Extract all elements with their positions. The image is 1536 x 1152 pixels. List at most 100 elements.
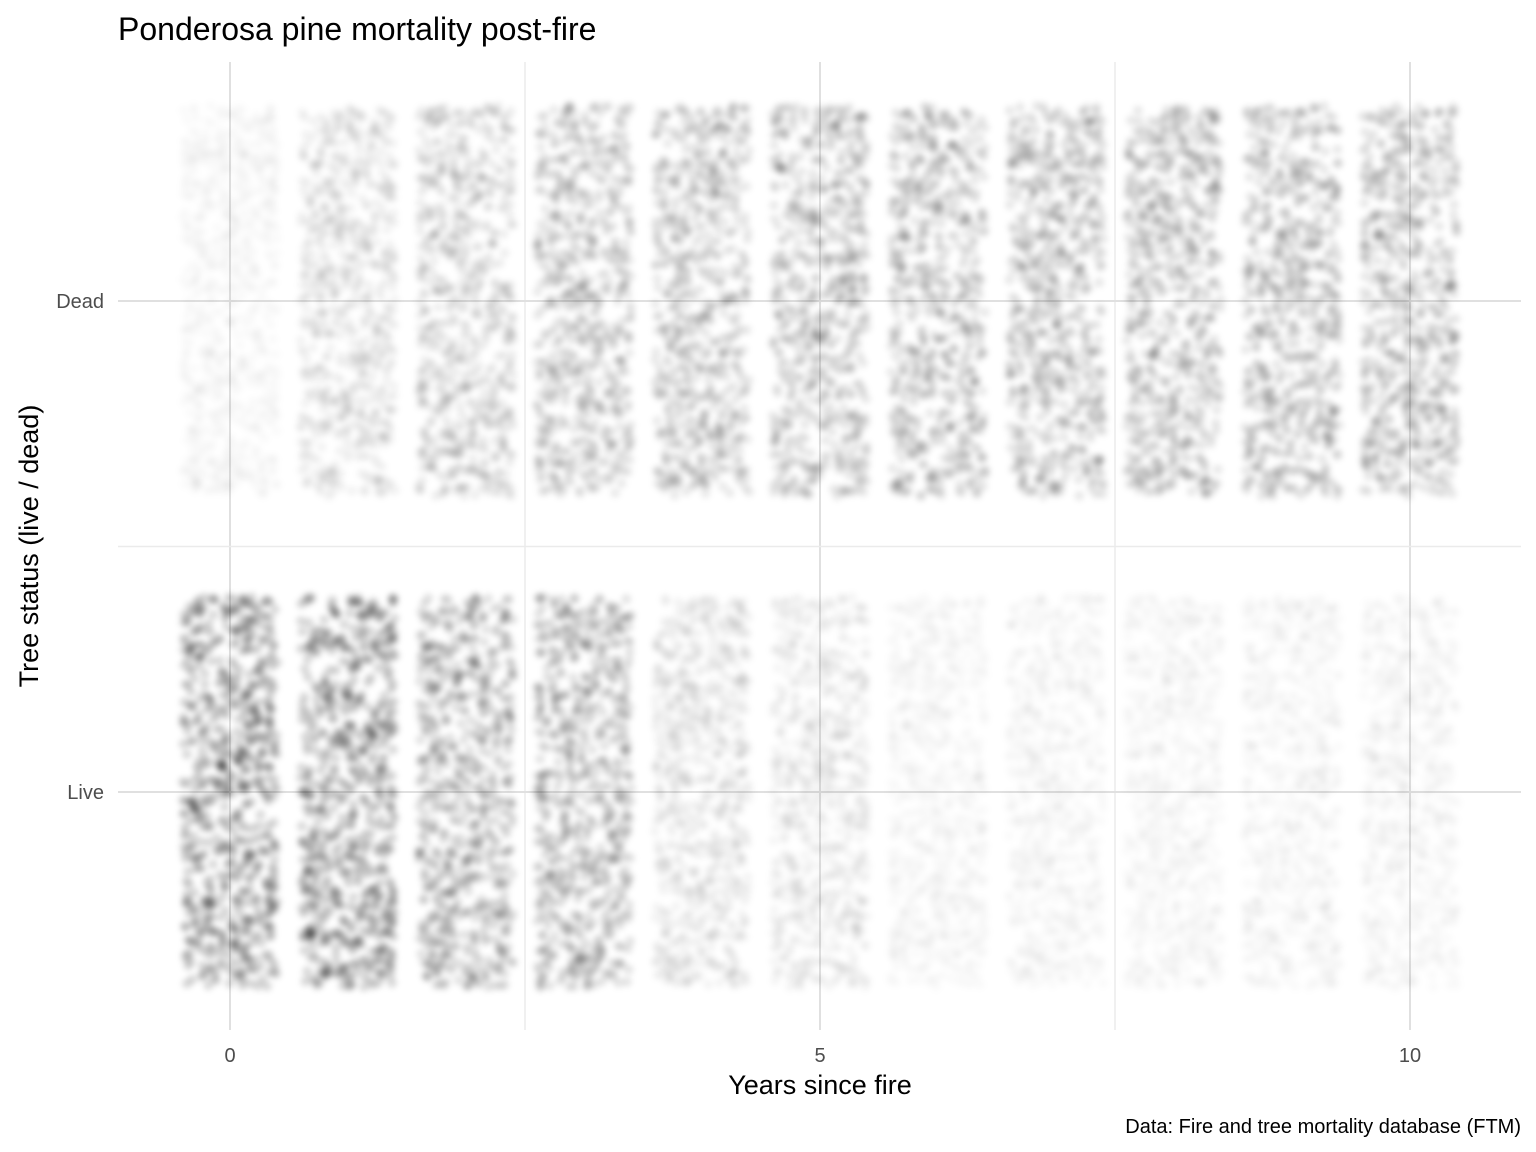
data-point [624, 899, 634, 910]
data-point [811, 705, 821, 715]
data-point [185, 947, 196, 958]
data-point [331, 727, 342, 738]
data-point [794, 809, 804, 819]
data-point [377, 796, 387, 807]
data-point [805, 807, 815, 817]
data-point [791, 713, 801, 723]
data-point [913, 806, 923, 816]
data-point [908, 873, 918, 883]
data-point [975, 737, 985, 747]
data-point [710, 839, 721, 850]
data-point [348, 799, 359, 810]
data-point [724, 931, 735, 942]
data-point [213, 928, 224, 939]
data-point [660, 596, 671, 607]
data-point [562, 689, 573, 700]
data-point [256, 655, 267, 666]
data-point [894, 602, 904, 612]
data-point [711, 901, 722, 912]
data-point [184, 908, 195, 919]
data-point [346, 763, 357, 774]
data-point [388, 744, 398, 755]
data-point [583, 762, 594, 773]
data-point [652, 784, 663, 794]
data-point [485, 845, 496, 855]
data-point [199, 679, 210, 690]
data-point [710, 959, 721, 970]
data-point [226, 869, 237, 880]
data-point [504, 709, 515, 720]
data-point [348, 941, 359, 952]
data-point [303, 617, 314, 628]
data-point [540, 635, 550, 646]
data-point [587, 744, 598, 755]
data-point [372, 787, 383, 798]
data-point [378, 752, 389, 763]
data-point [462, 971, 473, 982]
data-point [901, 660, 911, 670]
data-point [937, 651, 947, 661]
data-point [928, 976, 938, 986]
data-point [473, 675, 484, 686]
data-point [181, 900, 192, 910]
data-point [497, 910, 507, 921]
data-point [477, 723, 488, 734]
data-point [296, 821, 307, 832]
data-point [489, 782, 500, 793]
data-point [597, 755, 608, 766]
data-point [268, 817, 279, 828]
data-point [619, 851, 630, 862]
data-point [376, 840, 387, 851]
data-point [828, 934, 838, 944]
data-point [477, 745, 488, 756]
data-point [977, 701, 987, 711]
data-point [616, 693, 627, 704]
data-point [860, 677, 870, 687]
data-point [699, 704, 710, 715]
data-point [384, 666, 395, 677]
data-point [507, 868, 518, 879]
data-point [459, 929, 469, 940]
data-point [943, 783, 953, 793]
data-point [195, 621, 206, 632]
data-point [469, 619, 480, 630]
data-point [977, 691, 987, 701]
data-point [713, 811, 724, 822]
data-point [543, 920, 554, 931]
data-point [383, 622, 394, 632]
data-point [946, 973, 956, 983]
data-point [535, 861, 546, 872]
data-point [810, 955, 820, 965]
data-point [359, 653, 370, 664]
data-point [189, 853, 200, 864]
data-point [791, 605, 801, 615]
data-point [861, 804, 871, 814]
data-point [232, 736, 243, 747]
data-point [843, 730, 853, 740]
data-point [853, 798, 863, 808]
data-point [336, 964, 347, 975]
data-point [717, 715, 728, 726]
data-point [480, 916, 491, 927]
data-point [238, 912, 248, 923]
data-point [470, 912, 481, 923]
data-point [691, 645, 702, 656]
data-point [548, 896, 559, 907]
data-point [486, 704, 497, 715]
data-point [781, 953, 791, 963]
data-point [320, 968, 330, 979]
data-point [711, 861, 721, 872]
data-point [495, 875, 506, 886]
data-point [939, 736, 949, 746]
data-point [583, 674, 594, 685]
data-point [949, 599, 959, 609]
data-point [255, 809, 266, 820]
data-point [256, 676, 267, 687]
data-point [773, 663, 783, 673]
data-point [672, 756, 683, 767]
data-point [313, 816, 324, 827]
data-point [438, 834, 449, 845]
data-point [663, 700, 674, 711]
data-point [337, 812, 348, 823]
data-point [197, 821, 208, 832]
